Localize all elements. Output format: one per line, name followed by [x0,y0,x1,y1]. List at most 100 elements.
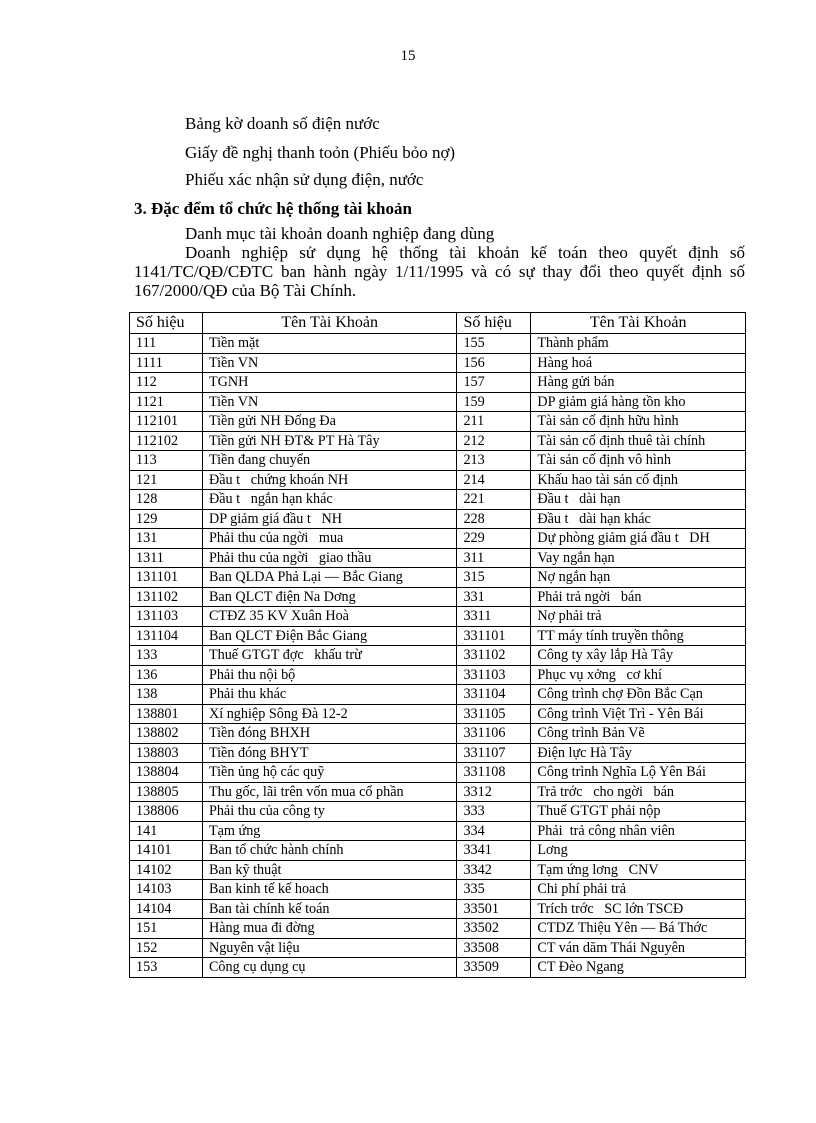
table-row: 112101 Tiền gửi NH Đống Đa 211 Tài sản cố đ… [129,411,746,432]
account-name: Dự phòng giảm giá đầu t DH [530,528,746,549]
table-row: 138805 Thu gốc, lãi trên vốn mua cổ phần 3… [129,781,746,802]
table-row: 14104 Ban tài chính kế toán 33501 Trích trớ… [129,898,746,919]
account-name: Công cụ dụng cụ [201,957,458,978]
table-row: 14102 Ban kỹ thuật 3342 Tạm ứng lơng CNV [129,859,746,880]
account-name: Nợ ngắn hạn [530,567,746,588]
account-name: Nợ phải trả [530,606,746,627]
account-name: Tài sản cố định thuê tài chính [530,430,746,451]
account-name: Tiền VN [201,352,458,373]
account-code: 152 [129,937,203,958]
account-name: Tạm ứng [201,820,458,841]
account-name: Tài sản cố định vô hình [530,450,746,471]
table-row: 128 Đầu t ngắn hạn khác 221 Đầu t dài hạn [129,489,746,510]
account-name: Tiền đóng BHYT [201,742,458,763]
subheading: Danh mục tài khoản doanh nghiệp đang dùn… [185,224,495,243]
account-code: 1121 [129,391,203,412]
account-code: 331108 [456,762,532,783]
account-code: 156 [456,352,532,373]
account-name: Lơng [530,840,746,861]
table-row: 151 Hàng mua đi đờng 33502 CTDZ Thiệu Yên —… [129,918,746,939]
account-name: Phải trả ngời bán [530,586,746,607]
table-row: 138801 Xí nghiệp Sông Đà 12-2 331105 Công t… [129,703,746,724]
account-code: 131 [129,528,203,549]
account-name: Công trình Nghĩa Lộ Yên Bái [530,762,746,783]
account-name: Phải thu của công ty [201,801,458,822]
account-name: CT ván dăm Thái Nguyên [530,937,746,958]
document-list-line: Giấy đề nghị thanh toỏn (Phiếu bỏo nợ) [185,143,456,162]
account-code: 138803 [129,742,203,763]
account-code: 138804 [129,762,203,783]
account-name: Thu gốc, lãi trên vốn mua cổ phần [201,781,458,802]
section-heading: 3. Đặc đểm tổ chức hệ thống tài khoản [134,199,412,218]
table-row: 138804 Tiền ủng hộ các quỹ 331108 Công trìn… [129,762,746,783]
account-code: 33502 [456,918,532,939]
account-name: DP giảm giá hàng tồn kho [530,391,746,412]
document-list-line: Bảng kờ doanh số điện nước [185,114,380,133]
account-name: Thuế GTGT phải nộp [530,801,746,822]
account-name: CTDZ Thiệu Yên — Bá Thớc [530,918,746,939]
account-code: 129 [129,508,203,529]
account-code: 33508 [456,937,532,958]
account-code: 315 [456,567,532,588]
account-name: Đầu t chứng khoán NH [201,469,458,490]
header-code: Số hiệu [456,312,532,334]
account-code: 153 [129,957,203,978]
account-code: 113 [129,450,203,471]
table-row: 112102 Tiền gửi NH ĐT& PT Hà Tây 212 Tài sả… [129,430,746,451]
account-code: 335 [456,879,532,900]
account-code: 112 [129,372,203,393]
account-code: 151 [129,918,203,939]
account-name: TT máy tính truyền thông [530,625,746,646]
account-name: Xí nghiệp Sông Đà 12-2 [201,703,458,724]
account-code: 33509 [456,957,532,978]
table-row: 131103 CTĐZ 35 KV Xuân Hoà 3311 Nợ phải trả [129,606,746,627]
table-row: 1311 Phải thu của ngời giao thầu 311 Vay ng… [129,547,746,568]
table-row: 121 Đầu t chứng khoán NH 214 Khấu hao tài s… [129,469,746,490]
account-code: 14103 [129,879,203,900]
account-name: Ban tổ chức hành chính [201,840,458,861]
table-row: 141 Tạm ứng 334 Phải trả công nhân viên [129,820,746,841]
account-name: Phải thu của ngời mua [201,528,458,549]
account-name: Thành phẩm [530,333,746,354]
table-row: 131101 Ban QLDA Phả Lại — Bắc Giang 315 Nợ … [129,567,746,588]
account-code: 3341 [456,840,532,861]
account-name: Thuế GTGT đợc khấu trừ [201,645,458,666]
account-name: Phục vụ xởng cơ khí [530,664,746,685]
account-name: Ban QLCT điện Na Dơng [201,586,458,607]
account-code: 14101 [129,840,203,861]
account-name: Ban tài chính kế toán [201,898,458,919]
account-name: DP giảm giá đầu t NH [201,508,458,529]
account-name: Tiền đang chuyển [201,450,458,471]
account-name: Ban QLDA Phả Lại — Bắc Giang [201,567,458,588]
account-code: 334 [456,820,532,841]
account-name: Đầu t dài hạn khác [530,508,746,529]
table-row: 152 Nguyên vật liệu 33508 CT ván dăm Thái N… [129,937,746,958]
account-code: 131101 [129,567,203,588]
account-code: 159 [456,391,532,412]
account-code: 138806 [129,801,203,822]
account-code: 311 [456,547,532,568]
account-code: 331102 [456,645,532,666]
account-name: TGNH [201,372,458,393]
account-code: 138805 [129,781,203,802]
account-code: 212 [456,430,532,451]
account-name: Tiền VN [201,391,458,412]
account-name: CT Đèo Ngang [530,957,746,978]
account-name: Tài sản cố định hữu hình [530,411,746,432]
account-code: 331105 [456,703,532,724]
table-row: 1111 Tiền VN 156 Hàng hoá [129,352,746,373]
account-name: Công trình Việt Trì - Yên Bái [530,703,746,724]
account-name: Ban kỹ thuật [201,859,458,880]
account-code: 138802 [129,723,203,744]
account-code: 333 [456,801,532,822]
account-code: 131104 [129,625,203,646]
account-code: 331103 [456,664,532,685]
account-code: 331107 [456,742,532,763]
table-row: 111 Tiền mặt 155 Thành phẩm [129,333,746,354]
account-code: 213 [456,450,532,471]
account-name: Đầu t dài hạn [530,489,746,510]
account-code: 214 [456,469,532,490]
account-name: Chi phí phải trả [530,879,746,900]
account-code: 138801 [129,703,203,724]
document-list-line: Phiếu xác nhận sử dụng điện, nước [185,170,424,189]
